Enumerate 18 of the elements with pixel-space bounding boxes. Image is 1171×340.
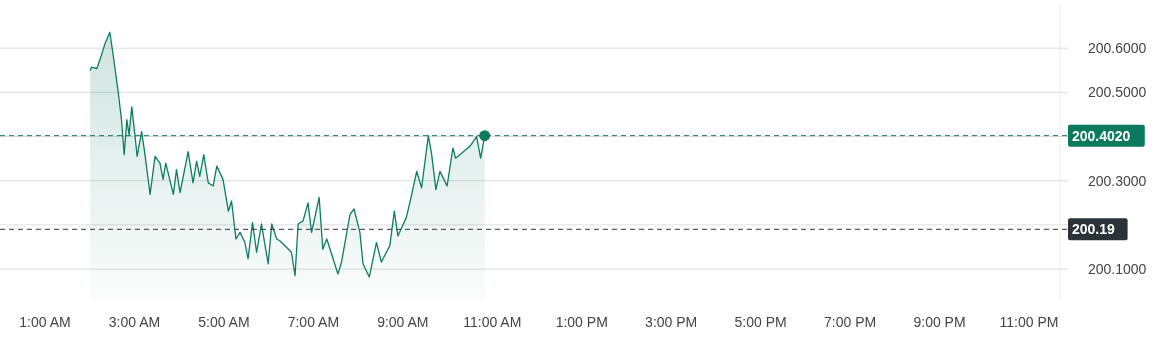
x-tick-label: 1:00 AM	[19, 314, 71, 330]
x-tick-label: 5:00 PM	[734, 314, 787, 330]
x-tick-label: 3:00 AM	[108, 314, 161, 330]
x-tick-label: 11:00 AM	[463, 314, 522, 330]
ref-line-label: 200.19	[1072, 221, 1116, 238]
x-tick-label: 7:00 PM	[824, 314, 877, 330]
ref-line-label: 200.4020	[1072, 127, 1131, 144]
x-tick-label: 7:00 AM	[287, 314, 340, 330]
x-tick-label: 11:00 PM	[999, 314, 1059, 330]
x-tick-label: 1:00 PM	[555, 314, 608, 330]
x-tick-label: 9:00 PM	[913, 314, 966, 330]
y-tick-label: 200.5000	[1088, 84, 1147, 101]
y-tick-label: 200.6000	[1088, 40, 1147, 57]
y-tick-label: 200.3000	[1088, 172, 1147, 189]
x-tick-label: 3:00 PM	[645, 314, 698, 330]
x-tick-label: 5:00 AM	[198, 314, 250, 330]
x-tick-label: 9:00 AM	[377, 314, 429, 330]
y-tick-label: 200.1000	[1088, 260, 1147, 277]
